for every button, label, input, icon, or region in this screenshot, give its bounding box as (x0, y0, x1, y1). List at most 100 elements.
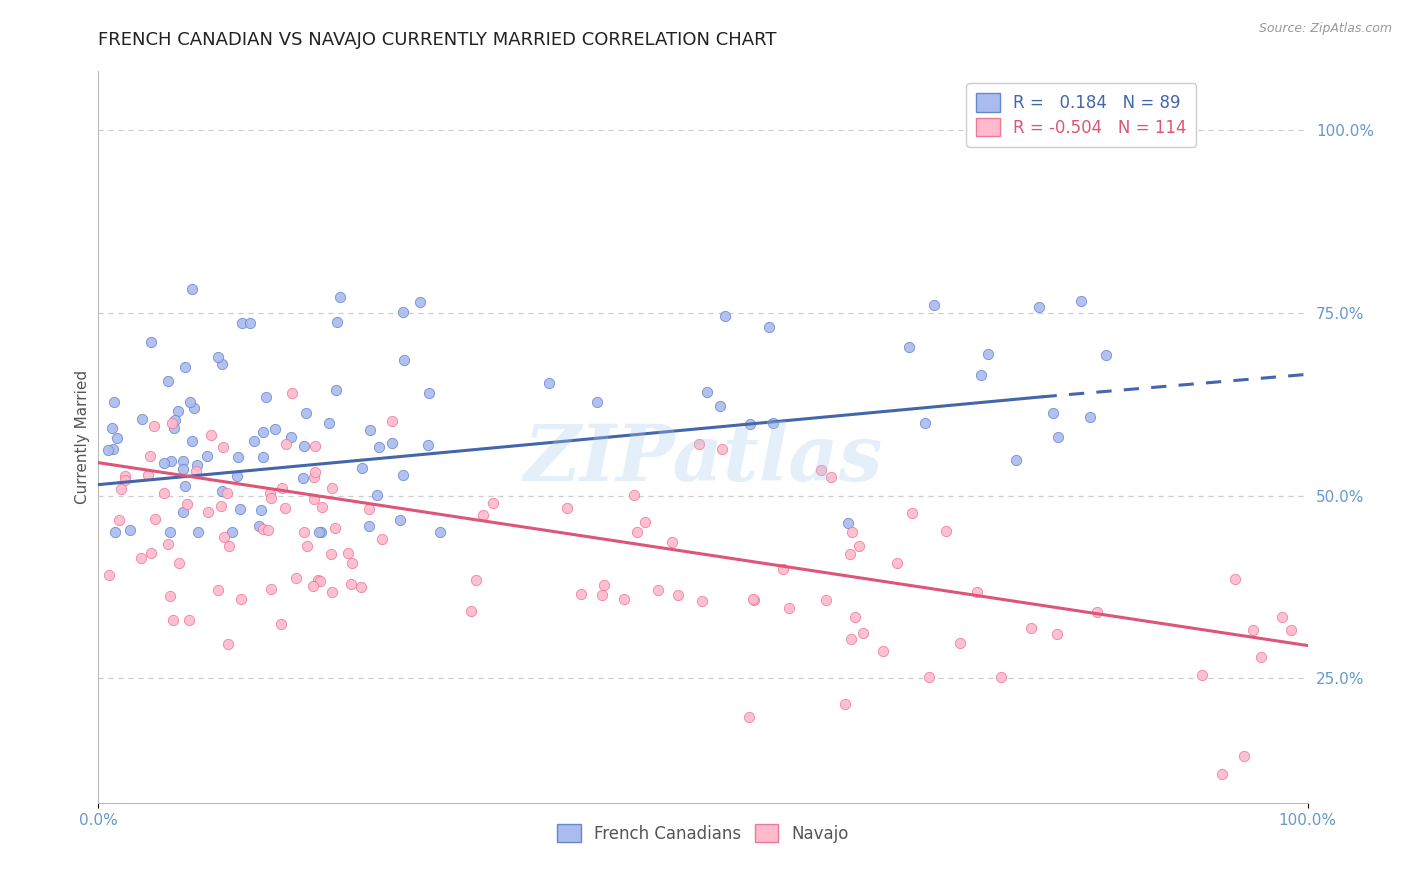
Point (688, 437, 710, 451)
Point (1233, 748, 1256, 763)
Point (207, 350, 229, 364)
Point (186, 458, 208, 472)
Point (738, 417, 761, 432)
Point (231, 317, 253, 331)
Point (1021, 621, 1043, 635)
Point (281, 386, 304, 401)
Point (309, 525, 332, 540)
Point (200, 428, 222, 442)
Point (634, 515, 657, 529)
Point (110, 482, 132, 496)
Point (212, 530, 235, 544)
Point (593, 577, 616, 591)
Point (810, 463, 832, 477)
Point (569, 587, 592, 601)
Point (418, 385, 440, 400)
Point (274, 436, 297, 450)
Point (207, 582, 229, 597)
Point (243, 434, 266, 448)
Point (626, 525, 648, 540)
Point (710, 442, 733, 456)
Point (388, 513, 411, 527)
Point (270, 616, 292, 631)
Point (308, 525, 330, 540)
Point (129, 550, 152, 565)
Point (1085, 605, 1108, 619)
Point (778, 600, 800, 615)
Point (392, 467, 415, 482)
Point (259, 486, 281, 500)
Point (901, 506, 924, 520)
Point (114, 473, 136, 487)
Point (252, 425, 274, 439)
Point (104, 525, 127, 540)
Point (538, 376, 561, 391)
Point (1243, 624, 1265, 638)
Point (897, 340, 920, 354)
Point (297, 539, 319, 553)
Point (970, 368, 993, 383)
Point (742, 592, 765, 607)
Point (304, 465, 326, 479)
Point (661, 535, 683, 549)
Point (169, 556, 191, 570)
Point (157, 375, 180, 389)
Point (292, 439, 315, 453)
Point (623, 487, 645, 501)
Point (239, 316, 262, 330)
Text: Source: ZipAtlas.com: Source: ZipAtlas.com (1258, 22, 1392, 36)
Point (1191, 668, 1213, 682)
Point (340, 577, 363, 591)
Point (949, 636, 972, 650)
Point (101, 421, 124, 435)
Point (392, 305, 415, 319)
Point (934, 524, 956, 539)
Point (696, 385, 718, 400)
Point (177, 613, 200, 627)
Point (187, 525, 209, 540)
Point (166, 403, 188, 417)
Point (307, 574, 329, 588)
Point (852, 625, 875, 640)
Point (319, 547, 342, 561)
Point (139, 546, 162, 560)
Point (98, 568, 121, 582)
Point (274, 501, 297, 516)
Point (183, 401, 205, 416)
Point (103, 395, 125, 409)
Point (181, 434, 204, 448)
Point (366, 488, 388, 502)
Point (357, 519, 380, 533)
Point (392, 353, 415, 368)
Point (772, 562, 794, 576)
Point (143, 512, 166, 526)
Point (209, 500, 232, 514)
Point (1078, 410, 1101, 425)
Point (159, 525, 181, 540)
Point (1271, 610, 1294, 624)
Point (381, 436, 404, 450)
Point (990, 670, 1012, 684)
Point (302, 470, 325, 484)
Point (302, 492, 325, 507)
Point (336, 546, 359, 560)
Point (211, 357, 233, 371)
Point (1279, 623, 1302, 637)
Point (217, 637, 239, 651)
Point (302, 578, 325, 592)
Point (153, 456, 176, 470)
Y-axis label: Currently Married: Currently Married (75, 370, 90, 504)
Point (231, 591, 253, 606)
Point (359, 424, 381, 438)
Point (176, 497, 198, 511)
Point (838, 547, 860, 561)
Point (97, 442, 120, 457)
Point (162, 613, 184, 627)
Point (159, 589, 181, 603)
Point (738, 710, 761, 724)
Point (229, 502, 252, 516)
Point (311, 500, 333, 515)
Point (181, 282, 204, 296)
Point (212, 440, 235, 454)
Point (252, 450, 274, 464)
